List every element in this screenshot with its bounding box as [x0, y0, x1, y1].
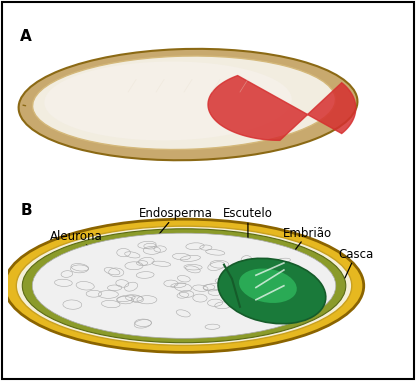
Ellipse shape — [218, 258, 326, 324]
Ellipse shape — [32, 233, 336, 338]
Text: Embrião: Embrião — [283, 227, 332, 257]
Ellipse shape — [32, 56, 335, 149]
Text: Endosperma: Endosperma — [139, 207, 213, 245]
Text: A: A — [20, 29, 32, 44]
Text: Aleurona: Aleurona — [50, 230, 103, 258]
FancyArrowPatch shape — [23, 105, 25, 106]
Ellipse shape — [16, 226, 352, 345]
Polygon shape — [208, 75, 356, 140]
Ellipse shape — [4, 219, 364, 352]
Text: B: B — [20, 203, 32, 218]
Ellipse shape — [239, 269, 297, 303]
Ellipse shape — [22, 229, 346, 343]
Text: Casca: Casca — [338, 248, 374, 278]
Ellipse shape — [19, 49, 357, 160]
Ellipse shape — [45, 61, 292, 141]
Text: Escutelo: Escutelo — [223, 207, 273, 245]
